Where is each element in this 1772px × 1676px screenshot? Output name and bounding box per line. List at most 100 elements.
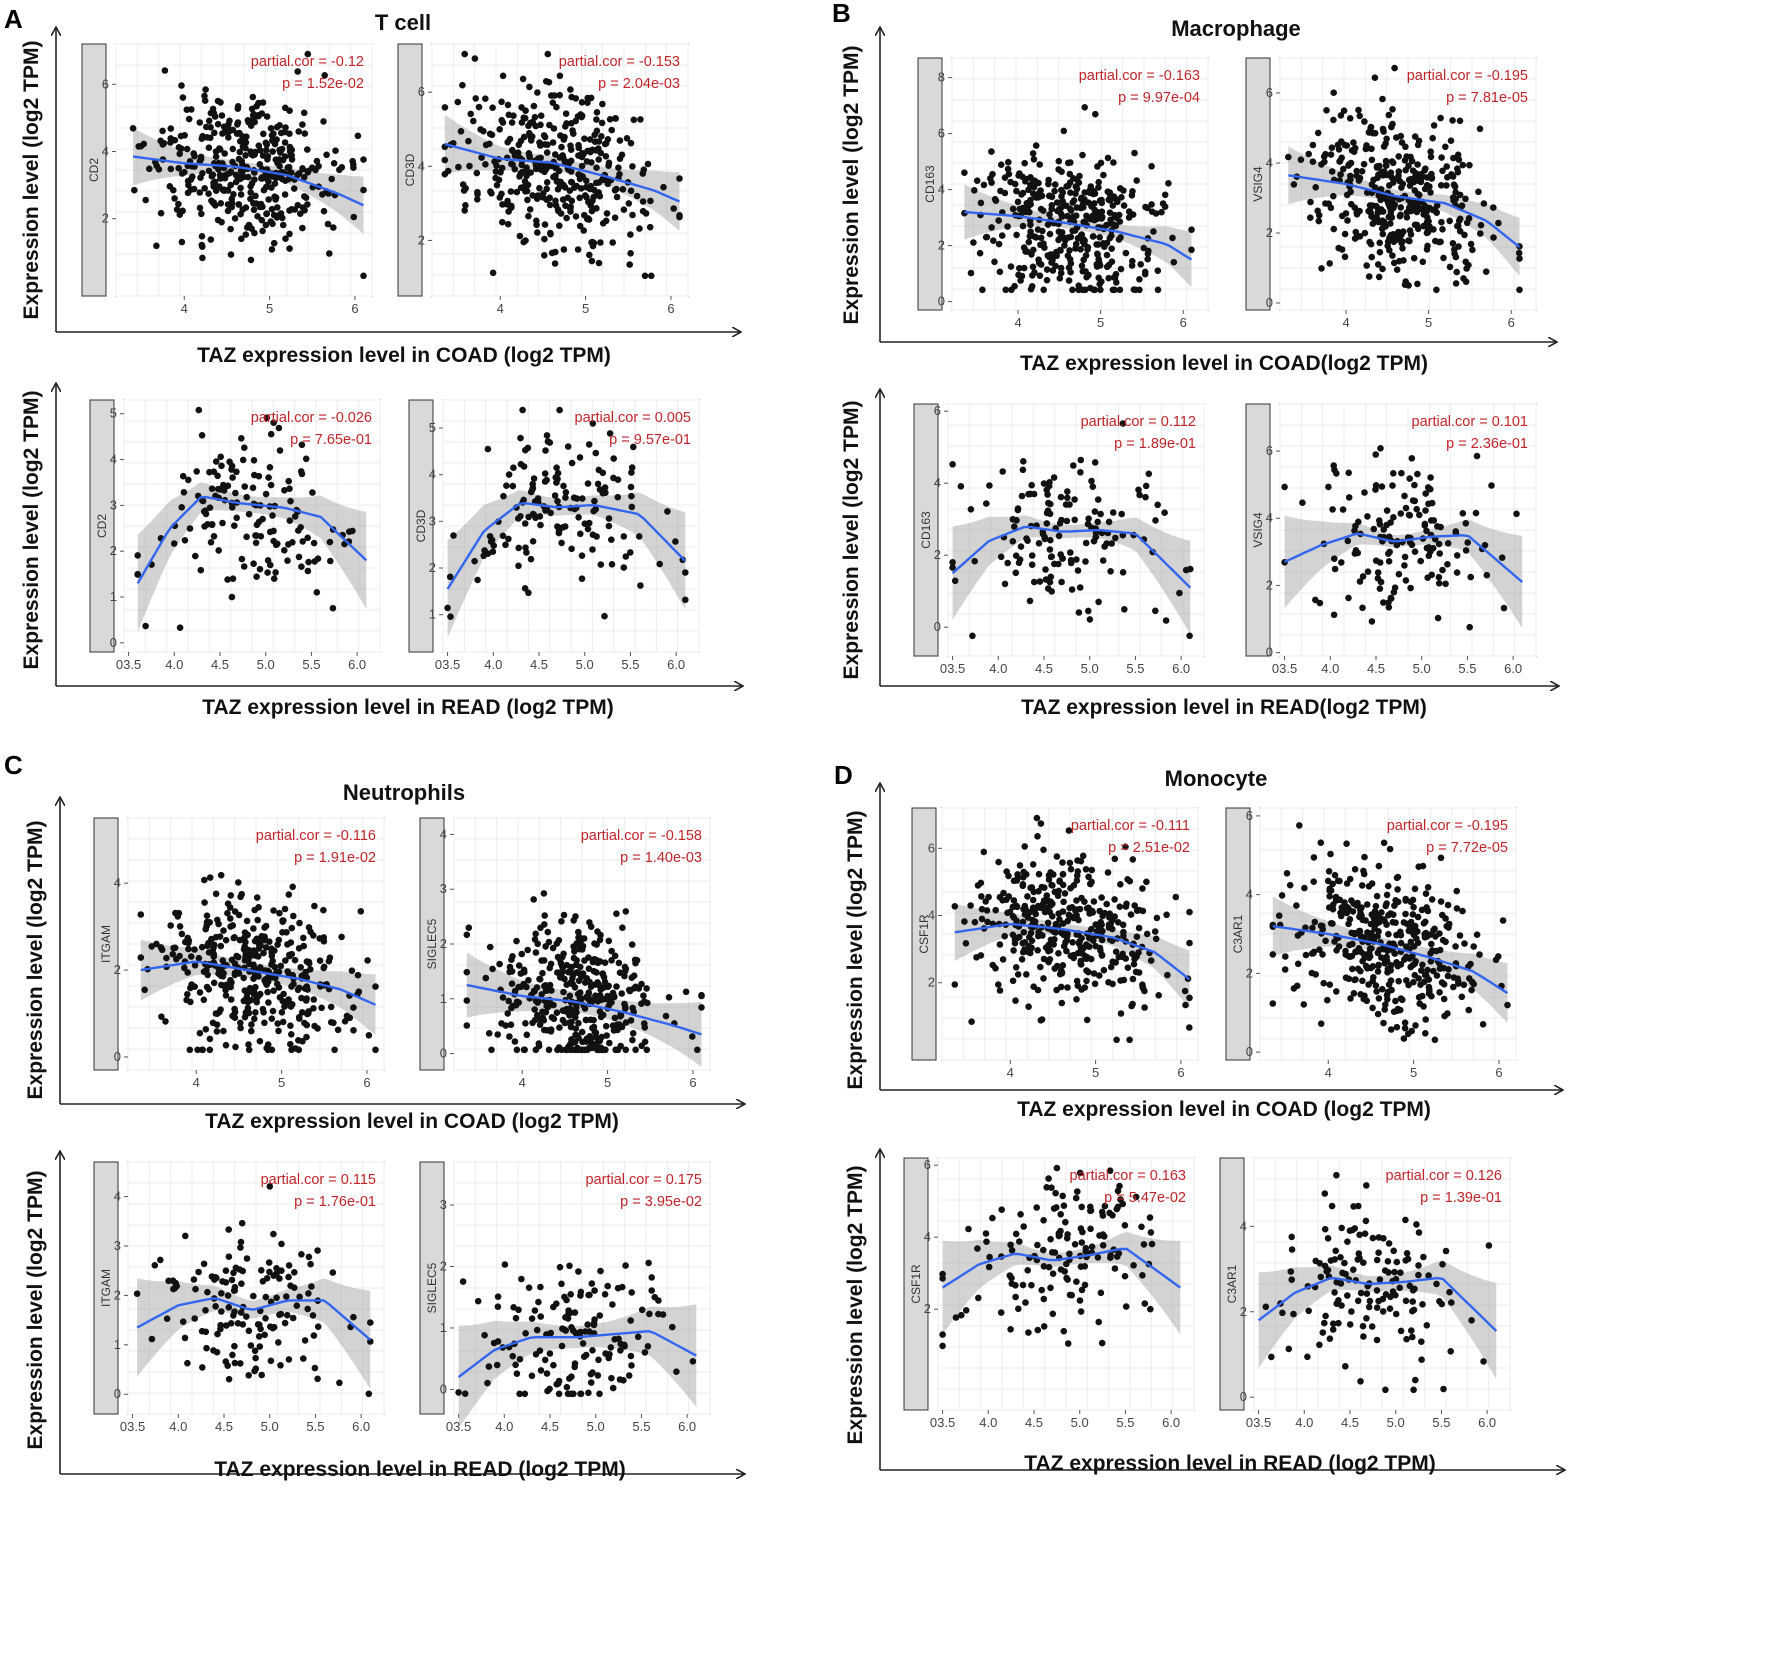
data-point: [212, 890, 220, 898]
data-point: [1062, 501, 1070, 508]
data-point: [1375, 208, 1382, 216]
data-point: [1424, 907, 1432, 915]
data-point: [1333, 988, 1340, 995]
data-point: [1078, 262, 1086, 270]
data-point: [609, 239, 616, 246]
data-point: [656, 560, 663, 568]
data-point: [1395, 153, 1402, 160]
x-tick-label: 5.0: [1071, 1415, 1089, 1430]
data-point: [553, 1009, 561, 1016]
data-point: [257, 1325, 264, 1333]
data-point: [1427, 474, 1434, 481]
data-point: [599, 176, 606, 184]
data-point: [212, 148, 220, 155]
data-point: [1091, 200, 1098, 207]
data-point: [1337, 171, 1344, 178]
data-point: [217, 942, 225, 950]
data-point: [1391, 902, 1398, 909]
panel-title: Monocyte: [1165, 766, 1268, 791]
data-point: [558, 143, 565, 151]
data-point: [997, 1309, 1005, 1316]
data-point: [236, 148, 244, 156]
data-point: [1414, 939, 1422, 947]
data-point: [1453, 268, 1460, 276]
data-point: [1091, 190, 1099, 197]
data-point: [1109, 916, 1116, 924]
data-point: [1146, 1214, 1154, 1221]
data-point: [281, 487, 288, 494]
data-point: [1467, 960, 1474, 968]
data-point: [988, 224, 995, 231]
data-point: [1111, 855, 1119, 863]
data-point: [1154, 267, 1162, 275]
data-point: [603, 210, 611, 217]
data-point: [576, 175, 584, 183]
data-point: [1145, 247, 1152, 255]
data-point: [575, 1268, 582, 1275]
y-tick-label: 6: [418, 84, 425, 99]
data-point: [1047, 1284, 1054, 1292]
data-point: [507, 188, 515, 195]
data-point: [1475, 188, 1482, 196]
data-point: [1375, 273, 1383, 281]
data-point: [1085, 271, 1092, 279]
data-point: [1111, 896, 1118, 903]
y-tick-label: 2: [114, 962, 121, 977]
data-point: [263, 141, 271, 148]
partial-cor-label: partial.cor = -0.195: [1407, 68, 1528, 84]
data-point: [553, 464, 560, 472]
data-point: [1096, 280, 1103, 288]
data-point: [214, 97, 222, 105]
data-point: [957, 483, 965, 490]
data-point: [1082, 539, 1090, 547]
data-point: [222, 1267, 230, 1274]
data-point: [583, 993, 590, 1001]
data-point: [1343, 142, 1351, 149]
data-point: [983, 1238, 990, 1245]
data-point: [1124, 876, 1131, 883]
data-point: [1028, 283, 1036, 290]
data-point: [482, 161, 489, 168]
p-value-label: p = 7.65e-01: [290, 432, 372, 448]
data-point: [1466, 161, 1473, 169]
data-point: [1067, 559, 1075, 567]
data-point: [1019, 204, 1026, 212]
data-point: [454, 98, 462, 106]
data-point: [275, 1027, 282, 1035]
data-point: [586, 978, 593, 986]
data-point: [610, 1027, 618, 1034]
p-value-label: p = 1.40e-03: [620, 850, 702, 866]
data-point: [274, 204, 281, 211]
data-point: [569, 971, 577, 979]
data-point: [1275, 912, 1283, 919]
data-point: [587, 1036, 594, 1043]
data-point: [265, 999, 272, 1006]
data-point: [1425, 552, 1433, 560]
data-point: [625, 200, 633, 207]
y-tick-label: 4: [1266, 510, 1273, 525]
data-point: [1434, 614, 1442, 622]
data-point: [249, 93, 257, 101]
data-point: [1417, 177, 1425, 185]
data-point: [304, 146, 311, 153]
data-point: [1504, 1001, 1511, 1009]
data-point: [215, 920, 222, 928]
data-point: [537, 121, 544, 129]
data-point: [252, 1354, 259, 1362]
data-point: [295, 128, 303, 135]
data-point: [562, 494, 569, 501]
data-point: [222, 1041, 230, 1049]
data-point: [515, 141, 523, 149]
data-point: [187, 176, 195, 183]
data-point: [1477, 221, 1485, 229]
data-point: [536, 513, 544, 520]
data-point: [173, 1282, 180, 1290]
data-point: [1125, 214, 1133, 221]
data-point: [1398, 469, 1405, 477]
data-point: [1372, 482, 1380, 489]
data-point: [1436, 930, 1443, 937]
data-point: [1182, 1001, 1189, 1009]
data-point: [1455, 243, 1462, 250]
data-point: [186, 1046, 194, 1054]
